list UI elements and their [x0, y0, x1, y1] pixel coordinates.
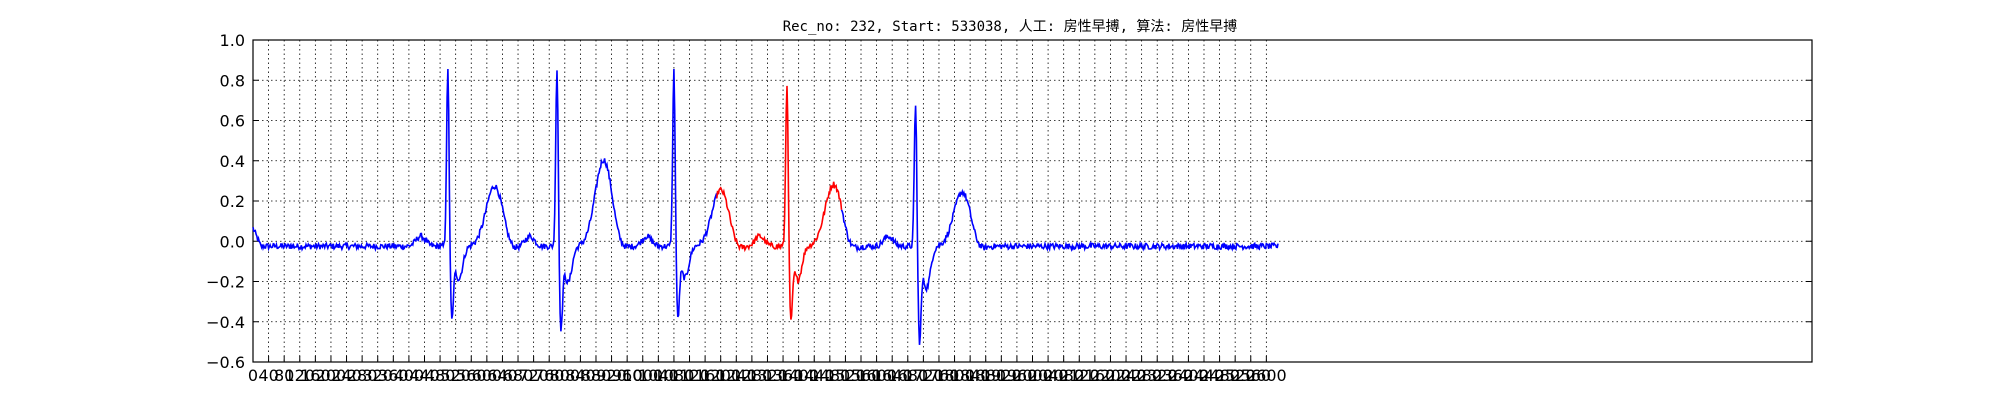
x-tick-label: 1040 [638, 366, 679, 385]
x-tick-label: 480 [425, 366, 456, 385]
ecg-series-line [716, 85, 843, 320]
x-tick-label: 2360 [1152, 366, 1193, 385]
x-tick-label: 520 [440, 366, 471, 385]
y-tick-label: 0.8 [220, 71, 245, 90]
x-tick-label: 40 [258, 366, 278, 385]
y-tick-label: 0.6 [220, 112, 245, 131]
plot-frame [252, 39, 1813, 363]
x-tick-label: 680 [503, 366, 534, 385]
x-tick-label: 720 [518, 366, 549, 385]
x-tick-label: 2160 [1075, 366, 1116, 385]
x-tick-label: 2440 [1184, 366, 1225, 385]
x-tick-label: 1760 [919, 366, 960, 385]
x-tick-label: 1440 [794, 366, 835, 385]
chart-title: Rec_no: 232, Start: 533038, 人工: 房性早搏, 算法… [783, 18, 1238, 35]
y-tick-label: 0.0 [220, 232, 245, 251]
x-tick-label: 1720 [903, 366, 944, 385]
x-tick-label: 2320 [1137, 366, 1178, 385]
x-tick-label: 1160 [685, 366, 726, 385]
x-tick-label: 1200 [700, 366, 741, 385]
x-tick-label: 1240 [716, 366, 757, 385]
x-tick-label: 1080 [654, 366, 695, 385]
x-tick-label: 400 [394, 366, 425, 385]
x-tick-label: 2080 [1043, 366, 1084, 385]
y-tick-label: 1.0 [220, 31, 245, 50]
x-tick-label: 440 [409, 366, 440, 385]
x-tick-label: 2480 [1199, 366, 1240, 385]
x-tick-label: 1280 [732, 366, 773, 385]
x-tick-label: 600 [472, 366, 503, 385]
x-tick-label: 1680 [887, 366, 928, 385]
x-tick-label: 0 [248, 366, 258, 385]
x-tick-label: 960 [612, 366, 643, 385]
y-tick-label: 0.2 [220, 192, 245, 211]
x-tick-label: 160 [300, 366, 331, 385]
axes: 1.00.80.60.40.20.0−0.2−0.4−0.60 408012016… [206, 31, 1813, 385]
x-tick-label: 80 [274, 366, 294, 385]
x-tick-label: 800 [550, 366, 581, 385]
x-tick-label: 240 [331, 366, 362, 385]
x-tick-label: 1600 [856, 366, 897, 385]
y-tick-label: −0.4 [206, 313, 245, 332]
y-tick-label: −0.6 [206, 353, 245, 372]
x-tick-label: 560 [456, 366, 487, 385]
x-tick-label: 2200 [1090, 366, 1131, 385]
x-tick-label: 840 [565, 366, 596, 385]
x-tick-label: 2120 [1059, 366, 1100, 385]
x-tick-label: 920 [596, 366, 627, 385]
ecg-series-line [252, 68, 718, 332]
x-tick-label: 1960 [997, 366, 1038, 385]
x-tick-label: 1800 [934, 366, 975, 385]
x-tick-label: 1520 [825, 366, 866, 385]
x-tick-label: 1400 [778, 366, 819, 385]
grid [252, 39, 1812, 363]
x-tick-label: 2400 [1168, 366, 1209, 385]
x-tick-label: 2600 [1246, 366, 1287, 385]
x-tick-label: 2240 [1106, 366, 1147, 385]
y-tick-label: 0.4 [220, 152, 245, 171]
x-tick-label: 1480 [809, 366, 850, 385]
x-tick-label: 1320 [747, 366, 788, 385]
x-tick-label: 2040 [1028, 366, 1069, 385]
x-tick-label: 760 [534, 366, 565, 385]
x-tick-label: 640 [487, 366, 518, 385]
x-tick-label: 200 [316, 366, 347, 385]
x-tick-label: 2560 [1230, 366, 1271, 385]
x-tick-label: 1120 [669, 366, 710, 385]
x-tick-label: 1000 [622, 366, 663, 385]
x-tick-label: 1640 [872, 366, 913, 385]
x-tick-label: 1920 [981, 366, 1022, 385]
x-tick-label: 1560 [841, 366, 882, 385]
x-tick-label: 1840 [950, 366, 991, 385]
x-tick-label: 320 [362, 366, 393, 385]
x-tick-label: 1880 [965, 366, 1006, 385]
x-tick-label: 120 [284, 366, 315, 385]
x-tick-label: 2000 [1012, 366, 1053, 385]
x-tick-label: 1360 [763, 366, 804, 385]
x-tick-label: 2520 [1215, 366, 1256, 385]
ecg-series-line [840, 105, 1279, 345]
ecg-trace [252, 68, 1279, 345]
x-tick-label: 2280 [1121, 366, 1162, 385]
x-tick-label: 280 [347, 366, 378, 385]
y-tick-label: −0.2 [206, 273, 245, 292]
x-tick-label: 360 [378, 366, 409, 385]
x-tick-label: 880 [581, 366, 612, 385]
